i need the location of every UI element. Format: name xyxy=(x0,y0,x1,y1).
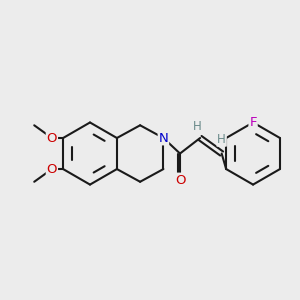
Text: O: O xyxy=(46,131,57,145)
Text: N: N xyxy=(158,131,168,145)
Text: F: F xyxy=(249,116,257,129)
Text: O: O xyxy=(175,173,185,187)
Text: O: O xyxy=(46,163,57,176)
Text: H: H xyxy=(217,133,226,146)
Text: H: H xyxy=(193,120,202,133)
